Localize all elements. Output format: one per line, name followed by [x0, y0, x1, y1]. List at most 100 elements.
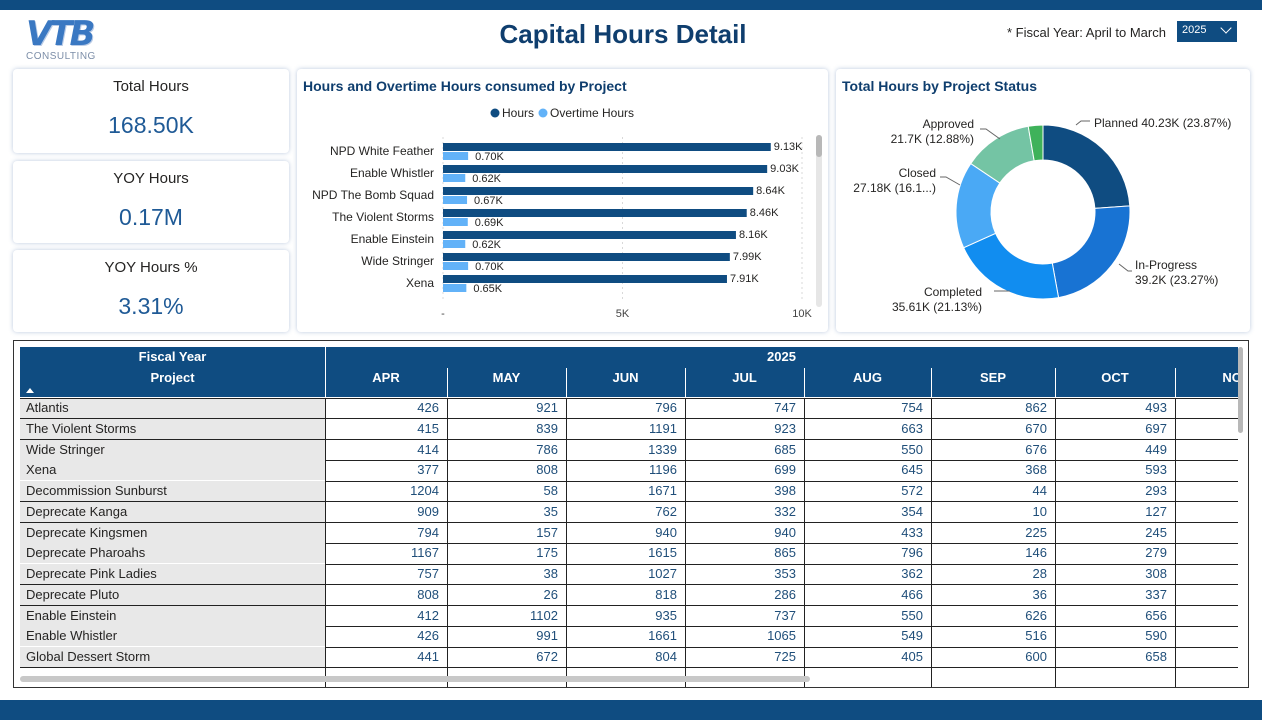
- month-header[interactable]: JUL: [732, 370, 757, 385]
- overtime-bar[interactable]: [443, 240, 466, 248]
- table-cell-value: 1615: [648, 545, 677, 561]
- bar-group[interactable]: NPD White Feather 9.13K 0.70K: [330, 141, 803, 163]
- table-row-project-name[interactable]: Xena: [20, 460, 325, 481]
- table-cell-value: 862: [1025, 400, 1047, 415]
- table-row-project-name[interactable]: Deprecate Kanga: [20, 501, 325, 522]
- table-cell-value: 466: [901, 586, 923, 602]
- table-vertical-scrollbar-thumb[interactable]: [1238, 347, 1243, 433]
- month-header[interactable]: APR: [372, 370, 400, 385]
- bar-group[interactable]: Xena 7.91K 0.65K: [406, 273, 759, 295]
- table-row-project-name[interactable]: Enable Einstein: [20, 605, 325, 626]
- overtime-bar[interactable]: [443, 262, 469, 270]
- bar-group[interactable]: Wide Stringer 7.99K 0.70K: [361, 251, 762, 273]
- donut-slice-in-progress[interactable]: [1051, 205, 1131, 299]
- table-row-project-name[interactable]: Deprecate Pharoahs: [20, 543, 325, 564]
- project-header[interactable]: Project: [150, 370, 195, 385]
- row-divider: [20, 605, 1238, 606]
- table-cell-value: 663: [901, 420, 923, 436]
- row-divider: [20, 625, 1238, 627]
- table-row-project-name[interactable]: Global Dessert Storm: [20, 647, 325, 667]
- table-cell-value: 725: [774, 649, 796, 664]
- table-row-project-name[interactable]: Atlantis: [20, 398, 325, 418]
- top-accent-bar: [0, 0, 1262, 10]
- hours-bar[interactable]: [443, 275, 727, 283]
- table-cell-value: 175: [536, 545, 558, 561]
- hours-bar[interactable]: [443, 143, 771, 151]
- bar-group[interactable]: NPD The Bomb Squad 8.64K 0.67K: [312, 185, 785, 207]
- table-cell-value: 645: [901, 462, 923, 478]
- overtime-data-label: 0.70K: [475, 261, 504, 273]
- year-header: 2025: [767, 349, 796, 364]
- slice-label-planned: Planned 40.23K (23.87%): [1094, 116, 1231, 130]
- overtime-bar[interactable]: [443, 196, 468, 204]
- table-cell-value: 1204: [410, 483, 439, 498]
- bar-legend[interactable]: Hours Overtime Hours: [490, 106, 635, 120]
- table-row-project-name[interactable]: Deprecate Pink Ladies: [20, 564, 325, 584]
- hours-bar[interactable]: [443, 165, 768, 173]
- table-cell-value: 991: [536, 628, 558, 644]
- table-cell-value: 337: [1145, 586, 1167, 602]
- month-header[interactable]: MAY: [492, 370, 521, 385]
- bar-chart-scrollbar-thumb[interactable]: [816, 135, 822, 157]
- table-cell-value: 44: [1032, 483, 1047, 498]
- donut-slice-other[interactable]: [1027, 124, 1044, 162]
- slice-label-approved: Approved: [923, 117, 974, 131]
- table-row-project-name[interactable]: The Violent Storms: [20, 418, 325, 439]
- table-cell-value: 808: [417, 586, 439, 602]
- table-cell-value: 368: [1025, 462, 1047, 478]
- chevron-down-icon: [1220, 22, 1232, 34]
- hours-bar[interactable]: [443, 253, 730, 261]
- table-cell-value: 441: [417, 649, 439, 664]
- row-divider: [20, 418, 1238, 420]
- hours-matrix-table[interactable]: Fiscal Year 2025 Project APR MAY JUN JUL AUG SEP…: [13, 340, 1249, 688]
- row-divider: [20, 439, 1238, 440]
- overtime-bar[interactable]: [443, 174, 466, 182]
- legend-overtime-label: Overtime Hours: [550, 106, 634, 120]
- table-cell-value: 656: [1145, 607, 1167, 623]
- logo-mark: VTB: [26, 14, 95, 54]
- table-cell-value: 426: [417, 628, 439, 644]
- table-row-project-name[interactable]: Deprecate Kingsmen: [20, 522, 325, 543]
- hours-bar[interactable]: [443, 231, 736, 239]
- table-cell-value: 1191: [649, 420, 677, 436]
- table-cell-value: 600: [1025, 649, 1047, 664]
- row-divider: [20, 563, 1238, 565]
- overtime-data-label: 0.65K: [473, 283, 502, 295]
- leader-line-closed: [940, 176, 961, 186]
- fiscal-year-header: Fiscal Year: [138, 349, 207, 364]
- month-header[interactable]: AUG: [853, 370, 882, 385]
- overtime-bar[interactable]: [443, 152, 469, 160]
- table-cell-value: 909: [417, 503, 439, 519]
- table-cell-value: 754: [901, 400, 923, 415]
- bar-group[interactable]: The Violent Storms 8.46K 0.69K: [332, 207, 779, 229]
- table-cell-value: 1102: [530, 607, 558, 623]
- overtime-bar[interactable]: [443, 284, 467, 292]
- fiscal-year-dropdown[interactable]: 2025: [1177, 21, 1237, 42]
- bar-group[interactable]: Enable Einstein 8.16K 0.62K: [351, 229, 769, 251]
- month-header[interactable]: OCT: [1101, 370, 1129, 385]
- header-body-divider: [20, 398, 1238, 399]
- hours-data-label: 8.16K: [739, 229, 768, 241]
- table-cell-value: 38: [543, 566, 558, 581]
- table-row-project-name[interactable]: Deprecate Pluto: [20, 584, 325, 605]
- table-horizontal-scrollbar-thumb[interactable]: [20, 676, 810, 682]
- month-header[interactable]: SEP: [979, 370, 1006, 385]
- table-cell-value: 737: [774, 607, 796, 623]
- table-header-project[interactable]: [20, 347, 325, 397]
- table-row-project-name[interactable]: Decommission Sunburst: [20, 481, 325, 501]
- month-header[interactable]: JUN: [612, 370, 639, 385]
- donut-slice-planned[interactable]: [1042, 124, 1131, 209]
- legend-hours-marker: [490, 108, 500, 118]
- table-row-project-name[interactable]: Enable Whistler: [20, 626, 325, 647]
- sort-ascending-icon[interactable]: [26, 388, 34, 393]
- overtime-bar[interactable]: [443, 218, 468, 226]
- bar-chart-scrollbar-track[interactable]: [816, 135, 822, 307]
- table-cell-value: 354: [901, 503, 923, 519]
- table-row-project-name[interactable]: Wide Stringer: [20, 439, 325, 460]
- hours-bar[interactable]: [443, 187, 754, 195]
- column-divider: [1055, 398, 1056, 687]
- table-header-months[interactable]: [326, 347, 1238, 397]
- bar-group[interactable]: Enable Whistler 9.03K 0.62K: [350, 163, 800, 185]
- row-divider: [20, 480, 1238, 482]
- hours-bar[interactable]: [443, 209, 747, 217]
